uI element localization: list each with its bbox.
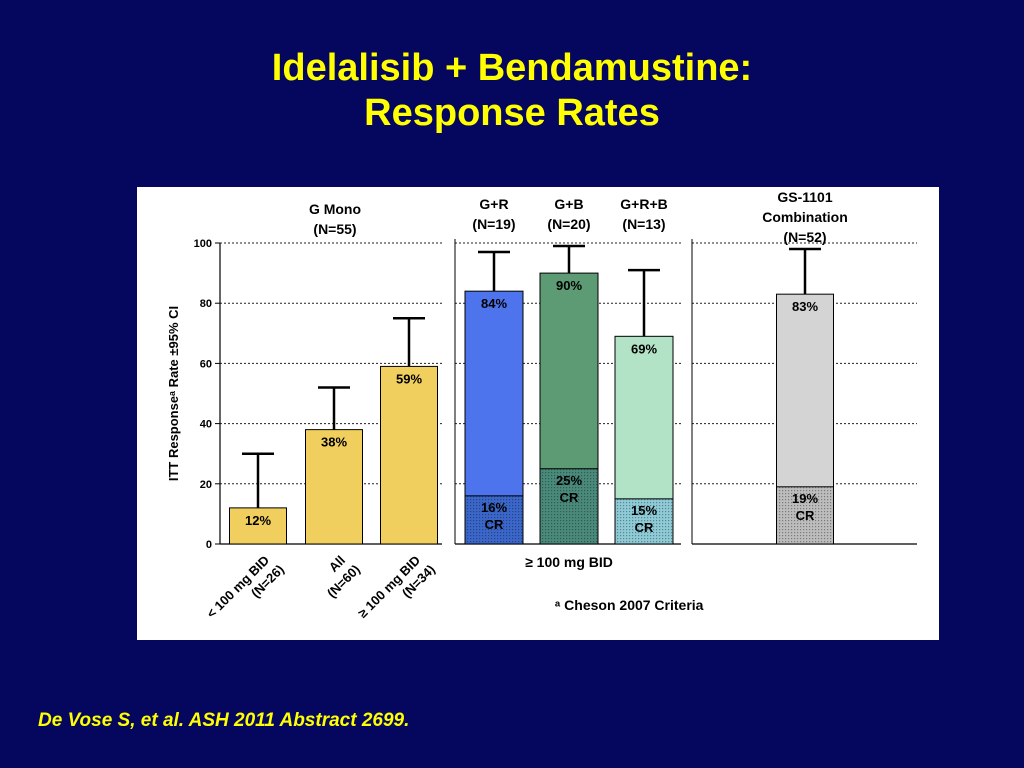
- slide-title: Idelalisib + Bendamustine: Response Rate…: [0, 46, 1024, 136]
- bar-0-1: [305, 429, 363, 545]
- bar-cr-label-1-2-0: 15%: [631, 503, 657, 518]
- category-label-0-0: < 100 mg BID(N=26): [204, 550, 287, 633]
- group-header-2-line-0: GS-1101: [777, 189, 832, 205]
- group-xaxis-note-1: ≥ 100 mg BID: [525, 554, 613, 570]
- category-label-0-2: ≥ 100 mg BID(N=34): [355, 550, 438, 633]
- bar-cr-label-1-0-1: CR: [485, 517, 504, 532]
- bar-0-2: [380, 365, 438, 545]
- y-tick-label-60: 60: [200, 358, 212, 370]
- slide-title-line-1: Idelalisib + Bendamustine:: [271, 47, 753, 89]
- slide-title-line-2: Response Rates: [364, 92, 660, 134]
- group-header-2-line-1: Combination: [762, 209, 848, 225]
- bar-value-label-1-0: 84%: [481, 296, 507, 311]
- group-header-0-line-1: (N=55): [313, 221, 356, 237]
- bar-cr-label-1-1-1: CR: [560, 490, 579, 505]
- y-tick-label-0: 0: [206, 539, 212, 551]
- bar-header-1-1-1: (N=20): [547, 216, 590, 232]
- bar-cr-dots-1-1: [540, 468, 598, 544]
- y-tick-label-40: 40: [200, 419, 212, 431]
- bar-value-label-1-2: 69%: [631, 341, 657, 356]
- bar-0-0: [229, 507, 287, 545]
- y-tick-label-80: 80: [200, 298, 212, 310]
- bar-cr-label-1-1-0: 25%: [556, 473, 582, 488]
- citation: De Vose S, et al. ASH 2011 Abstract 2699…: [38, 710, 410, 731]
- group-header-2-line-2: (N=52): [783, 229, 826, 245]
- bar-cr-dots-2-0: [776, 486, 834, 544]
- bar-cr-dots-1-0: [465, 495, 523, 544]
- bar-cr-dots-1-2: [615, 498, 673, 544]
- bar-header-1-2-1: (N=13): [622, 216, 665, 232]
- bar-header-1-1-0: G+B: [554, 196, 583, 212]
- bar-value-label-0-1: 38%: [321, 435, 347, 450]
- bar-value-label-1-1: 90%: [556, 278, 582, 293]
- bar-value-label-0-0: 12%: [245, 513, 271, 528]
- chart-footnote: ᵃ Cheson 2007 Criteria: [555, 597, 704, 613]
- bar-value-label-2-0: 83%: [792, 299, 818, 314]
- bar-cr-label-2-0-1: CR: [796, 508, 815, 523]
- bar-cr-label-1-2-1: CR: [635, 520, 654, 535]
- y-axis-label: ITT Responseᵃ Rate ±95% CI: [166, 306, 181, 481]
- y-tick-label-100: 100: [194, 238, 212, 250]
- bar-cr-label-2-0-0: 19%: [792, 491, 818, 506]
- bar-header-1-0-1: (N=19): [472, 216, 515, 232]
- bar-header-1-0-0: G+R: [479, 196, 508, 212]
- bar-cr-label-1-0-0: 16%: [481, 500, 507, 515]
- group-header-0-line-0: G Mono: [309, 201, 361, 217]
- y-tick-label-20: 20: [200, 479, 212, 491]
- category-label-0-1: All(N=60): [312, 550, 363, 601]
- response-rate-chart: 0 20 40 60 80 100 ITT Responseᵃ Rate ±95% CI G …: [166, 189, 917, 633]
- bar-value-label-0-2: 59%: [396, 371, 422, 386]
- chart-panel: 0 20 40 60 80 100 ITT Responseᵃ Rate ±95% CI G …: [137, 187, 939, 640]
- bar-header-1-2-0: G+R+B: [620, 196, 667, 212]
